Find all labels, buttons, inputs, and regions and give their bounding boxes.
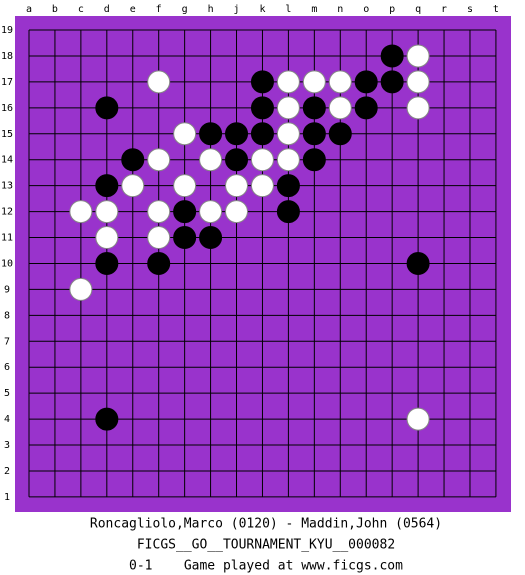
white-stone xyxy=(147,226,171,250)
players: Roncagliolo,Marco (0120) - Maddin,John (… xyxy=(90,517,442,532)
column-label: g xyxy=(182,4,188,15)
black-stone xyxy=(406,251,430,275)
row-label: 3 xyxy=(4,440,10,451)
white-stone xyxy=(147,148,171,172)
black-stone xyxy=(276,200,300,224)
row-label: 10 xyxy=(1,258,13,269)
white-stone xyxy=(147,70,171,94)
column-label: o xyxy=(363,4,369,15)
white-stone xyxy=(406,96,430,120)
row-label: 16 xyxy=(1,103,13,114)
white-stone xyxy=(406,70,430,94)
tournament: FICGS__GO__TOURNAMENT_KYU__000082 xyxy=(137,538,395,553)
white-stone xyxy=(276,70,300,94)
result: 0-1 Game played at www.ficgs.com xyxy=(129,559,403,574)
column-label: s xyxy=(467,4,473,15)
black-stone xyxy=(250,96,274,120)
row-label: 2 xyxy=(4,466,10,477)
row-label: 4 xyxy=(4,414,10,425)
row-label: 1 xyxy=(4,492,10,503)
black-stone xyxy=(199,122,223,146)
row-label: 15 xyxy=(1,129,13,140)
black-stone xyxy=(380,70,404,94)
white-stone xyxy=(225,174,249,198)
row-label: 19 xyxy=(1,25,13,36)
black-stone xyxy=(302,148,326,172)
black-stone xyxy=(173,200,197,224)
black-stone xyxy=(225,148,249,172)
black-stone xyxy=(302,96,326,120)
row-label: 14 xyxy=(1,155,13,166)
white-stone xyxy=(95,226,119,250)
black-stone xyxy=(354,96,378,120)
black-stone xyxy=(328,122,352,146)
white-stone xyxy=(225,200,249,224)
white-stone xyxy=(328,70,352,94)
row-label: 5 xyxy=(4,388,10,399)
column-label: t xyxy=(493,4,499,15)
row-label: 7 xyxy=(4,336,10,347)
column-label: a xyxy=(26,4,32,15)
black-stone xyxy=(250,122,274,146)
white-stone xyxy=(69,277,93,301)
white-stone xyxy=(95,200,119,224)
white-stone xyxy=(199,200,223,224)
row-label: 9 xyxy=(4,284,10,295)
column-label: m xyxy=(311,4,317,15)
black-stone xyxy=(95,96,119,120)
column-label: k xyxy=(259,4,265,15)
column-label: q xyxy=(415,4,421,15)
row-label: 12 xyxy=(1,207,13,218)
white-stone xyxy=(302,70,326,94)
black-stone xyxy=(173,226,197,250)
column-label: p xyxy=(389,4,395,15)
row-label: 18 xyxy=(1,51,13,62)
white-stone xyxy=(69,200,93,224)
white-stone xyxy=(173,174,197,198)
row-label: 13 xyxy=(1,181,13,192)
black-stone xyxy=(95,407,119,431)
row-label: 8 xyxy=(4,310,10,321)
black-stone xyxy=(199,226,223,250)
row-label: 6 xyxy=(4,362,10,373)
black-stone xyxy=(302,122,326,146)
row-label: 11 xyxy=(1,233,13,244)
row-label: 17 xyxy=(1,77,13,88)
white-stone xyxy=(199,148,223,172)
white-stone xyxy=(121,174,145,198)
black-stone xyxy=(250,70,274,94)
column-label: j xyxy=(234,4,240,15)
black-stone xyxy=(147,251,171,275)
white-stone xyxy=(276,122,300,146)
column-label: r xyxy=(441,4,447,15)
column-label: h xyxy=(208,4,214,15)
white-stone xyxy=(276,148,300,172)
black-stone xyxy=(354,70,378,94)
white-stone xyxy=(147,200,171,224)
column-label: b xyxy=(52,4,58,15)
white-stone xyxy=(328,96,352,120)
white-stone xyxy=(250,148,274,172)
white-stone xyxy=(250,174,274,198)
black-stone xyxy=(95,251,119,275)
white-stone xyxy=(406,44,430,68)
black-stone xyxy=(276,174,300,198)
black-stone xyxy=(121,148,145,172)
column-label: c xyxy=(78,4,84,15)
column-label: l xyxy=(285,4,291,15)
white-stone xyxy=(276,96,300,120)
white-stone xyxy=(173,122,197,146)
column-label: e xyxy=(130,4,136,15)
white-stone xyxy=(406,407,430,431)
column-label: n xyxy=(337,4,343,15)
black-stone xyxy=(380,44,404,68)
black-stone xyxy=(95,174,119,198)
column-label: d xyxy=(104,4,110,15)
column-label: f xyxy=(156,4,162,15)
black-stone xyxy=(225,122,249,146)
